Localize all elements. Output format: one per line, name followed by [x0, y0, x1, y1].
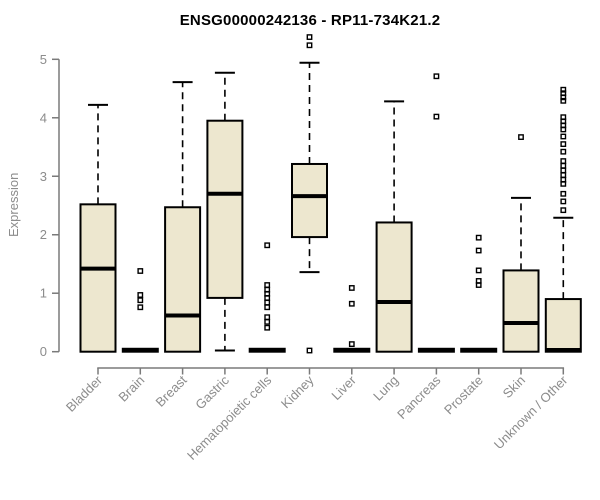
x-tick-label: Liver	[328, 372, 359, 403]
x-tick-label: Kidney	[278, 372, 317, 411]
outlier-point	[560, 180, 567, 187]
iqr-box	[79, 203, 117, 353]
box-kidney	[291, 34, 328, 354]
outlier-point	[560, 141, 567, 147]
y-axis: 0 1 2 3 4 5	[40, 52, 60, 359]
x-tick-label: Bladder	[63, 372, 106, 415]
outlier-point	[137, 292, 144, 298]
outlier-point	[264, 242, 271, 249]
outlier-point	[348, 285, 355, 291]
iqr-box	[375, 221, 413, 353]
outlier-point	[560, 167, 567, 174]
outlier-point	[475, 234, 482, 241]
x-tick-label: Lung	[370, 373, 401, 404]
outlier-point	[137, 297, 144, 304]
box-prostate	[460, 234, 498, 353]
box-lung	[375, 100, 413, 353]
y-tick-label: 4	[40, 110, 47, 125]
box-pancreas	[417, 73, 455, 353]
y-tick-label: 5	[40, 52, 47, 67]
outlier-point	[475, 282, 482, 288]
outlier-point	[560, 158, 567, 164]
outlier-point	[264, 314, 271, 321]
outlier-point	[560, 94, 567, 101]
outlier-point	[264, 294, 271, 301]
outlier-point	[475, 247, 482, 254]
box-brain	[121, 268, 159, 353]
outlier-point	[560, 172, 567, 178]
outlier-point	[560, 207, 567, 214]
y-tick-label: 2	[40, 227, 47, 242]
iqr-box	[502, 269, 540, 353]
outlier-point	[518, 134, 524, 140]
box-skin	[502, 134, 540, 353]
iqr-box	[544, 298, 582, 353]
iqr-box	[291, 162, 328, 239]
outlier-point	[306, 42, 313, 49]
outlier-point	[348, 341, 355, 347]
y-tick-label: 1	[40, 286, 47, 301]
outlier-point	[560, 162, 567, 169]
x-tick-label: Pancreas	[394, 372, 444, 422]
box-liver	[333, 285, 371, 353]
outlier-point	[264, 318, 271, 325]
outlier-point	[560, 97, 567, 104]
outlier-point	[137, 304, 144, 311]
x-tick-label: Breast	[153, 372, 190, 409]
outlier-point	[306, 34, 313, 40]
chart-title: ENSG00000242136 - RP11-734K21.2	[179, 12, 441, 29]
y-axis-label: Expression	[6, 172, 21, 238]
outlier-point	[264, 324, 271, 331]
outlier-point	[560, 198, 567, 205]
box-breast	[164, 81, 202, 353]
y-tick-label: 0	[40, 344, 47, 359]
outlier-point	[264, 299, 271, 306]
outlier-point	[475, 267, 482, 274]
outlier-point	[560, 133, 567, 140]
y-tick-label: 3	[40, 169, 47, 184]
outlier-point	[433, 113, 440, 120]
outlier-point	[560, 148, 567, 155]
outlier-point	[560, 86, 567, 93]
box-gastric	[206, 71, 244, 352]
box-hematopoietic-cells	[248, 242, 286, 353]
x-tick-label: Unknown / Other	[491, 372, 571, 452]
box-bladder	[79, 103, 117, 353]
outlier-point	[560, 126, 567, 133]
x-tick-label: Gastric	[192, 372, 232, 412]
iqr-box	[164, 206, 202, 353]
outlier-point	[264, 304, 271, 311]
outlier-point	[264, 282, 271, 288]
outlier-point	[306, 347, 313, 354]
x-tick-label: Brain	[115, 373, 147, 405]
outlier-point	[560, 190, 567, 197]
x-tick-label: Skin	[500, 373, 528, 401]
outlier-point	[433, 73, 440, 80]
box-unknown-other	[544, 86, 582, 353]
iqr-box	[206, 119, 244, 299]
outlier-point	[137, 268, 144, 274]
x-tick-label: Prostate	[441, 373, 486, 418]
outlier-point	[348, 300, 355, 307]
